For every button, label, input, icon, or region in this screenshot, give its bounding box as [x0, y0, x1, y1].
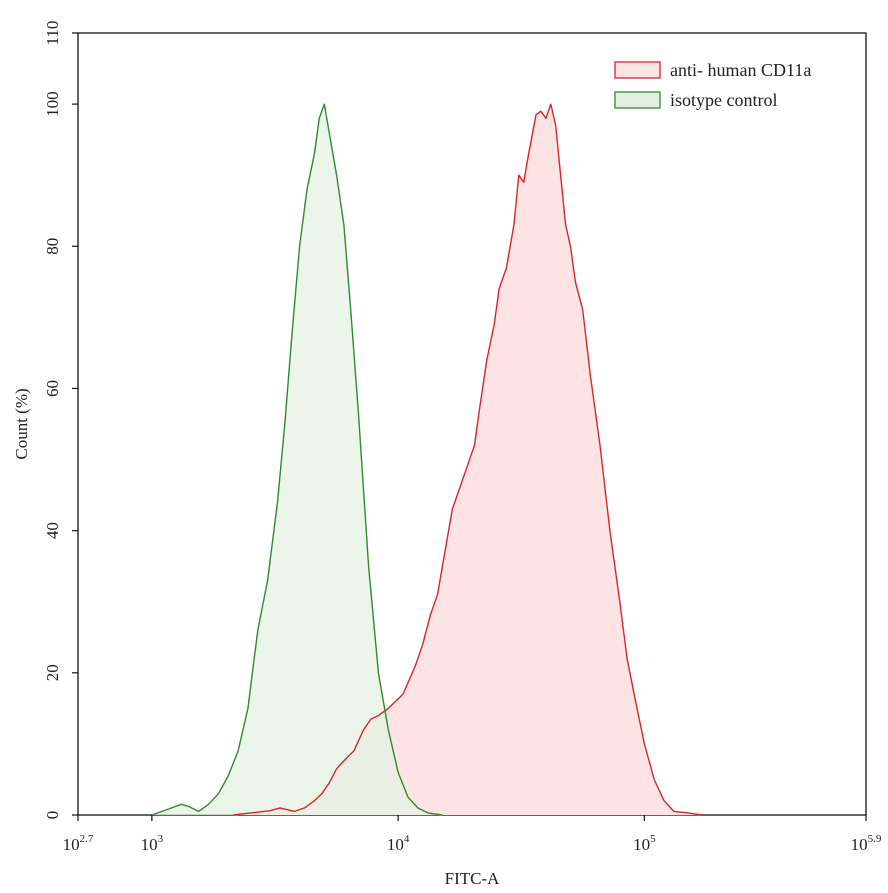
axis-layer: 0 20 40 60 80 100 110 102.7 103 104 105 105.9: [43, 21, 882, 854]
x-tick-label: 103: [141, 833, 164, 854]
legend-swatch-1: [614, 91, 661, 109]
x-tick-label: 105.9: [851, 833, 882, 854]
legend-swatch-0: [614, 61, 661, 79]
series-layer: [151, 103, 702, 816]
series-line-0: [233, 103, 702, 816]
series-line-1: [151, 103, 443, 816]
x-axis-title: FITC-A: [445, 869, 501, 888]
x-tick-label: 102.7: [63, 833, 94, 854]
y-tick-label: 20: [43, 664, 62, 681]
legend: anti- human CD11a isotype control: [614, 60, 811, 110]
y-tick-label: 40: [43, 522, 62, 539]
x-tick-label: 105: [633, 833, 656, 854]
legend-label-0: anti- human CD11a: [670, 60, 811, 80]
y-tick-label: 80: [43, 238, 62, 255]
y-tick-label: 0: [43, 811, 62, 820]
y-axis-title: Count (%): [12, 388, 31, 459]
series-area-0: [233, 104, 701, 816]
series-area-1: [151, 104, 443, 816]
y-tick-label: 100: [43, 91, 62, 117]
y-tick-label: 110: [43, 21, 62, 46]
x-tick-label: 104: [387, 833, 410, 854]
legend-label-1: isotype control: [670, 90, 777, 110]
y-tick-label: 60: [43, 380, 62, 397]
